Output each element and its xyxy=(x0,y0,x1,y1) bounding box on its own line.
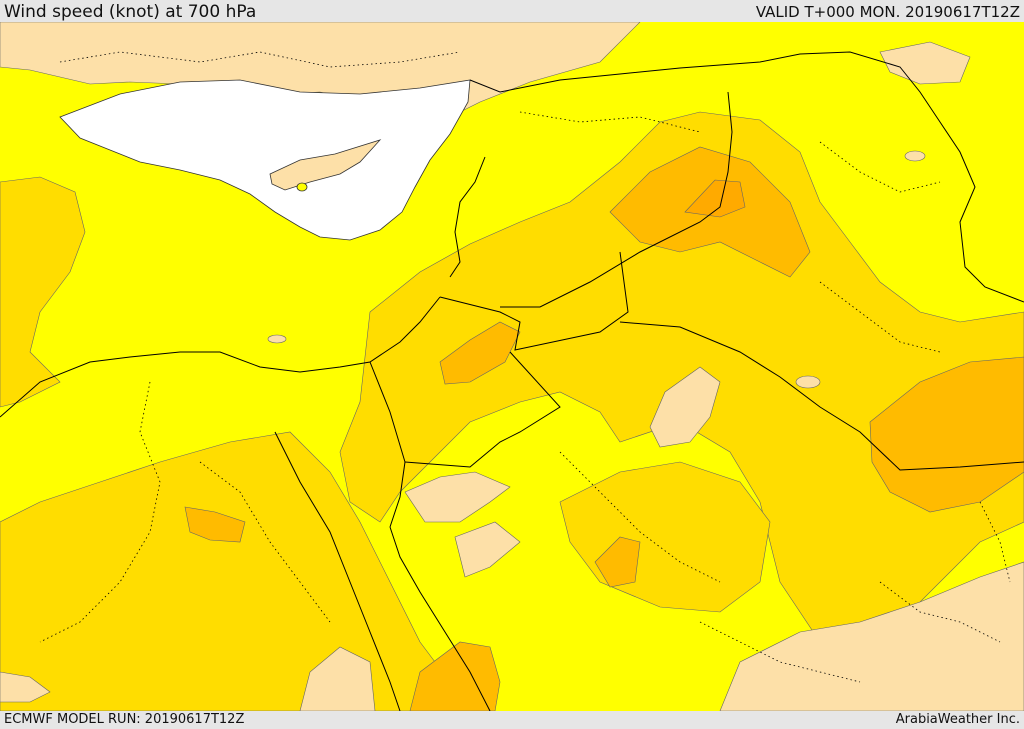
internal-boundaries xyxy=(39,51,1011,683)
orange-peak xyxy=(684,179,746,218)
footer-bar: ECMWF MODEL RUN: 20190617T12Z ArabiaWeat… xyxy=(0,711,1024,729)
amber-core-jordan xyxy=(439,321,521,385)
country-borders xyxy=(0,51,1024,711)
light-spot xyxy=(267,334,287,344)
light-patch-southeast xyxy=(719,561,1024,711)
lake-marker xyxy=(296,182,308,192)
light-spot xyxy=(795,375,821,389)
island-cyprus xyxy=(269,139,382,191)
light-patch-southwest xyxy=(0,671,51,703)
sea-no-data xyxy=(59,79,471,241)
light-patch-jordan xyxy=(404,471,511,523)
light-spot xyxy=(904,150,926,162)
light-patch-sudan xyxy=(299,646,376,711)
valid-time: VALID T+000 MON. 20190617T12Z xyxy=(755,3,1020,21)
credit-label: ArabiaWeather Inc. xyxy=(895,712,1020,727)
light-zone-northeast xyxy=(879,41,971,85)
map-title: Wind speed (knot) at 700 hPa xyxy=(4,2,257,22)
light-patch-iraq xyxy=(649,366,721,448)
amber-core-redsea xyxy=(409,641,501,711)
amber-core-east xyxy=(869,356,1024,513)
model-run-label: ECMWF MODEL RUN: 20190617T12Z xyxy=(4,712,245,727)
wind-speed-map[interactable] xyxy=(0,22,1024,711)
header-bar: Wind speed (knot) at 700 hPa VALID T+000… xyxy=(0,0,1024,22)
amber-core-sinai xyxy=(184,506,246,543)
gold-zone-west xyxy=(0,176,86,408)
amber-core-saudi xyxy=(594,536,641,588)
light-patch-saudi xyxy=(454,521,521,578)
